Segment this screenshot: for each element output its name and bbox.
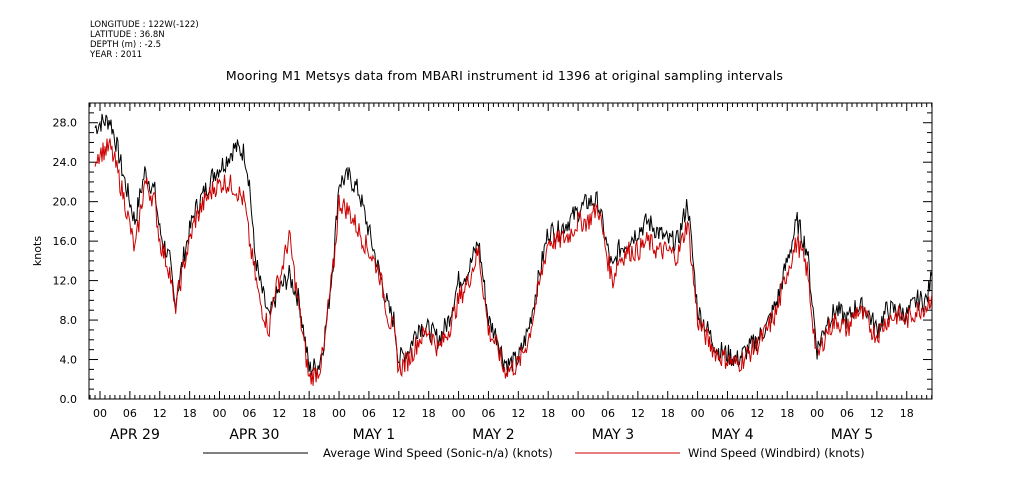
- x-hour-label: 00: [213, 407, 227, 420]
- x-hour-label: 00: [571, 407, 585, 420]
- plot-frame: [88, 102, 933, 400]
- x-day-label: APR 29: [110, 427, 160, 443]
- x-hour-label: 06: [840, 407, 854, 420]
- x-day-label: MAY 5: [831, 427, 873, 443]
- y-tick-label: 8.0: [60, 314, 78, 327]
- y-tick-label: 20.0: [53, 196, 78, 209]
- x-day-label: MAY 2: [472, 427, 514, 443]
- series-line-sonic: [94, 113, 933, 377]
- x-day-label: MAY 1: [353, 427, 395, 443]
- x-hour-label: 12: [392, 407, 406, 420]
- x-hour-label: 00: [691, 407, 705, 420]
- y-tick-label: 28.0: [53, 117, 78, 130]
- x-hour-label: 12: [631, 407, 645, 420]
- x-hour-label: 00: [810, 407, 824, 420]
- series-line-windbird: [94, 138, 933, 386]
- x-hour-label: 18: [541, 407, 555, 420]
- x-hour-label: 00: [452, 407, 466, 420]
- x-hour-label: 12: [511, 407, 525, 420]
- x-hour-label: 12: [272, 407, 286, 420]
- x-hour-label: 00: [93, 407, 107, 420]
- minor-ticks: [89, 112, 932, 390]
- x-hour-label: 06: [362, 407, 376, 420]
- x-hour-label: 12: [153, 407, 167, 420]
- x-hour-label: 12: [750, 407, 764, 420]
- y-axis-label: knots: [31, 236, 44, 266]
- x-hour-label: 06: [720, 407, 734, 420]
- legend: Average Wind Speed (Sonic-n/a) (knots) W…: [203, 446, 865, 460]
- x-hour-label: 06: [481, 407, 495, 420]
- y-tick-label: 4.0: [60, 354, 78, 367]
- x-hour-label: 18: [661, 407, 675, 420]
- x-hour-label: 06: [242, 407, 256, 420]
- legend-label-sonic: Average Wind Speed (Sonic-n/a) (knots): [323, 446, 553, 460]
- longitude-label: LONGITUDE : 122W(-122): [90, 20, 199, 30]
- y-tick-label: 24.0: [53, 156, 78, 169]
- legend-label-windbird: Wind Speed (Windbird) (knots): [688, 446, 865, 460]
- depth-label: DEPTH (m) : -2.5: [90, 40, 162, 50]
- series-lines: [94, 113, 933, 386]
- x-hour-label: 18: [900, 407, 914, 420]
- x-hour-label: 18: [183, 407, 197, 420]
- x-day-label: MAY 4: [711, 427, 754, 443]
- x-axis: 00 06 12 18 00 06 12 18 00 06 12 18 00 06 12 18 00 06 12 18…: [89, 103, 933, 443]
- chart-title: Mooring M1 Metsys data from MBARI instru…: [225, 68, 784, 83]
- x-hour-label: 06: [123, 407, 137, 420]
- x-hour-label: 12: [870, 407, 884, 420]
- x-hour-label: 18: [302, 407, 316, 420]
- latitude-label: LATITUDE : 36.8N: [90, 30, 165, 40]
- x-day-label: APR 30: [229, 427, 279, 443]
- x-hour-label: 06: [601, 407, 615, 420]
- y-axis: 0.0 4.0 8.0 12.0 16.0 20.0 24.0 28.0: [53, 117, 932, 406]
- x-day-label: MAY 3: [592, 427, 634, 443]
- x-hour-label: 18: [780, 407, 794, 420]
- y-tick-label: 12.0: [53, 275, 78, 288]
- y-tick-label: 0.0: [60, 393, 78, 406]
- y-tick-label: 16.0: [53, 235, 78, 248]
- x-hour-label: 18: [422, 407, 436, 420]
- x-hour-label: 00: [332, 407, 346, 420]
- metadata-block: LONGITUDE : 122W(-122) LATITUDE : 36.8N …: [90, 20, 199, 60]
- year-label: YEAR : 2011: [90, 50, 143, 60]
